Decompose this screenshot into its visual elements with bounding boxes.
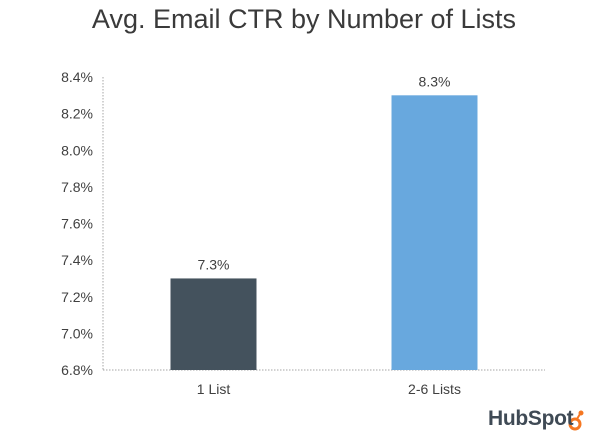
sprocket-icon	[568, 410, 584, 431]
y-tick-label: 8.0%	[61, 142, 93, 158]
x-tick-label: 1 List	[197, 381, 231, 397]
y-tick-label: 7.6%	[61, 216, 93, 232]
y-tick-label: 8.2%	[61, 106, 93, 122]
data-label: 7.3%	[198, 256, 230, 272]
data-label: 8.3%	[419, 73, 451, 89]
y-tick-label: 7.8%	[61, 179, 93, 195]
y-tick-label: 7.4%	[61, 252, 93, 268]
y-tick-label: 8.4%	[61, 69, 93, 85]
bar	[391, 95, 478, 370]
x-tick-label: 2-6 Lists	[408, 381, 461, 397]
y-tick-label: 7.0%	[61, 325, 93, 341]
chart-title: Avg. Email CTR by Number of Lists	[91, 4, 517, 34]
y-tick-label: 6.8%	[61, 362, 93, 378]
y-tick-label: 7.2%	[61, 289, 93, 305]
bar	[170, 278, 257, 370]
hubspot-logo: HubSpot	[488, 407, 574, 430]
